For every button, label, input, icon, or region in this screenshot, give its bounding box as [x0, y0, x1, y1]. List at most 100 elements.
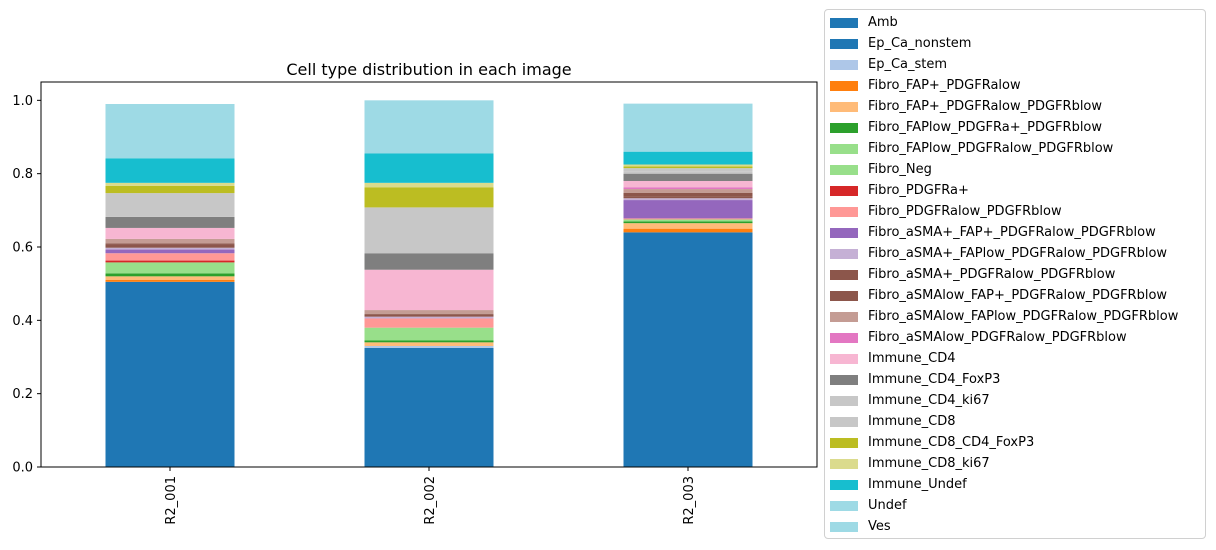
legend-label: Ep_Ca_stem [868, 57, 948, 72]
bar-segment [623, 173, 753, 181]
bar-segment [623, 218, 753, 220]
bar-segment [105, 227, 235, 239]
legend-item: Ep_Ca_nonstem [830, 33, 971, 54]
legend-label: Fibro_aSMAlow_FAP+_PDGFRalow_PDGFRblow [868, 288, 1168, 303]
legend-item: Fibro_FAP+_PDGFRalow [830, 75, 1021, 96]
y-tick-label: 1.0 [12, 94, 33, 109]
legend-swatch [830, 80, 858, 91]
legend-swatch [830, 290, 858, 301]
bar-segment [623, 164, 753, 167]
bar-segment [105, 273, 235, 277]
bar-segment [623, 200, 753, 219]
bar-segment [364, 269, 494, 311]
bar-segment [623, 223, 753, 229]
legend-swatch [830, 311, 858, 322]
legend-label: Amb [868, 15, 898, 30]
bar-segment [105, 243, 235, 245]
bar-segment [105, 182, 235, 186]
legend-label: Fibro_FAPlow_PDGFRa+_PDGFRblow [868, 120, 1103, 135]
legend-item: Fibro_aSMAlow_PDGFRalow_PDGFRblow [830, 327, 1127, 348]
legend-item: Immune_CD8 [830, 411, 956, 432]
bar-segment [364, 342, 494, 346]
legend-label: Ep_Ca_nonstem [868, 36, 972, 51]
x-tick-label: R2_001 [164, 476, 179, 525]
bar-segment [364, 316, 494, 319]
legend-label: Fibro_FAPlow_PDGFRalow_PDGFRblow [868, 141, 1114, 156]
bar-segment [623, 181, 753, 188]
bar-segment [364, 318, 494, 328]
bar-segment [105, 247, 235, 250]
bars-layer [105, 100, 753, 467]
legend-item: Fibro_FAPlow_PDGFRalow_PDGFRblow [830, 138, 1113, 159]
bar-segment [623, 219, 753, 222]
legend-item: Immune_Undef [830, 474, 967, 495]
legend-label: Immune_CD4 [868, 351, 956, 366]
legend-swatch [830, 59, 858, 70]
bar-segment [105, 281, 235, 467]
legend-swatch [830, 521, 858, 532]
bar-segment [105, 238, 235, 244]
y-tick-label: 0.0 [12, 461, 33, 476]
legend-label: Immune_CD4_FoxP3 [868, 372, 1001, 387]
legend-item: Undef [830, 495, 907, 516]
bar-stack-R2_002 [364, 100, 494, 467]
legend-item: Amb [830, 12, 898, 33]
legend-item: Fibro_PDGFRalow_PDGFRblow [830, 201, 1062, 222]
bar-segment [364, 340, 494, 343]
bar-segment [364, 310, 494, 314]
y-tick-label: 0.4 [12, 314, 33, 329]
x-tick-label: R2_003 [682, 476, 697, 525]
bar-segment [623, 228, 753, 233]
legend-item: Ep_Ca_stem [830, 54, 947, 75]
legend-label: Fibro_aSMA+_PDGFRalow_PDGFRblow [868, 267, 1116, 282]
legend-swatch [830, 227, 858, 238]
bar-segment [105, 193, 235, 217]
x-axis: R2_001 R2_002 R2_003 [164, 467, 697, 525]
bar-segment [364, 347, 494, 467]
legend-swatch [830, 353, 858, 364]
bar-segment [623, 171, 753, 174]
legend-label: Undef [868, 498, 907, 513]
bar-segment [623, 189, 753, 193]
legend-item: Fibro_FAPlow_PDGFRa+_PDGFRblow [830, 117, 1102, 138]
legend-item: Fibro_aSMA+_PDGFRalow_PDGFRblow [830, 264, 1115, 285]
bar-segment [364, 314, 494, 317]
bar-stack-R2_001 [105, 104, 235, 467]
bar-segment [623, 166, 753, 169]
legend-swatch [830, 185, 858, 196]
bar-segment [105, 249, 235, 254]
legend-label: Fibro_Neg [868, 162, 932, 177]
legend-swatch [830, 101, 858, 112]
legend-item: Ves [830, 516, 891, 537]
legend-swatch [830, 206, 858, 217]
y-tick-label: 0.8 [12, 167, 33, 182]
x-tick-label: R2_002 [423, 476, 438, 525]
bar-segment [105, 276, 235, 280]
legend-label: Immune_CD8_CD4_FoxP3 [868, 435, 1035, 450]
legend-swatch [830, 164, 858, 175]
legend-item: Immune_CD4_FoxP3 [830, 369, 1000, 390]
legend-swatch [830, 38, 858, 49]
y-tick-label: 0.2 [12, 387, 33, 402]
legend-label: Fibro_PDGFRa+ [868, 183, 969, 198]
legend-item: Immune_CD4 [830, 348, 956, 369]
y-tick-label: 0.6 [12, 241, 33, 256]
legend-item: Fibro_aSMAlow_FAP+_PDGFRalow_PDGFRblow [830, 285, 1167, 306]
bar-segment [364, 346, 494, 348]
bar-segment [105, 216, 235, 228]
legend-swatch [830, 395, 858, 406]
legend-swatch [830, 374, 858, 385]
bar-segment [364, 207, 494, 254]
bar-segment [623, 232, 753, 467]
bar-segment [105, 104, 235, 159]
legend-label: Fibro_aSMA+_FAP+_PDGFRalow_PDGFRblow [868, 225, 1156, 240]
chart-title: Cell type distribution in each image [286, 60, 571, 79]
legend-item: Fibro_FAP+_PDGFRalow_PDGFRblow [830, 96, 1102, 117]
legend-swatch [830, 479, 858, 490]
legend-swatch [830, 122, 858, 133]
legend-label: Immune_Undef [868, 477, 967, 492]
bar-segment [105, 158, 235, 183]
legend-item: Immune_CD8_ki67 [830, 453, 990, 474]
legend-label: Immune_CD8_ki67 [868, 456, 990, 471]
legend-label: Fibro_FAP+_PDGFRalow_PDGFRblow [868, 99, 1103, 114]
